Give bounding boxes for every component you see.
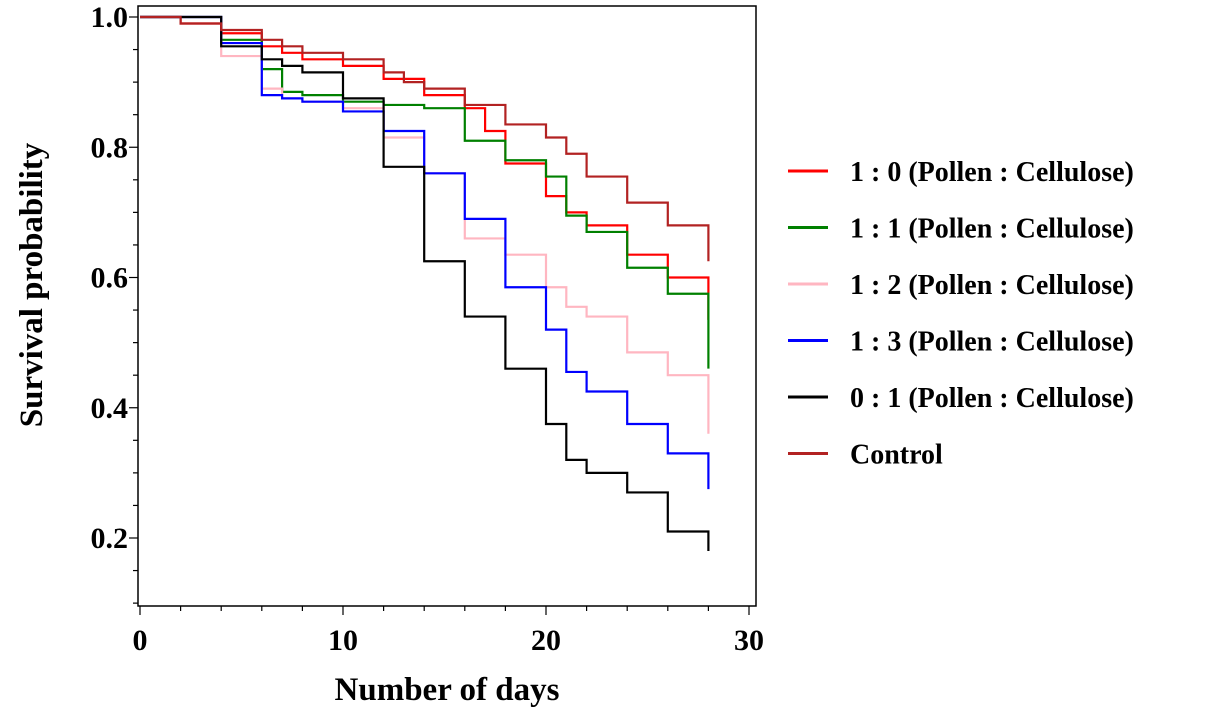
legend-label: Control	[850, 440, 943, 471]
y-tick-label: 0.6	[91, 262, 129, 295]
x-tick-label: 0	[133, 624, 148, 657]
legend-label: 1 : 1 (Pollen : Cellulose)	[850, 214, 1134, 245]
legend: 1 : 0 (Pollen : Cellulose) 1 : 1 (Pollen …	[788, 157, 1134, 471]
legend-label: 1 : 2 (Pollen : Cellulose)	[850, 270, 1134, 301]
legend-label: 0 : 1 (Pollen : Cellulose)	[850, 383, 1134, 414]
legend-label: 1 : 0 (Pollen : Cellulose)	[850, 157, 1134, 188]
y-tick-label: 1.0	[91, 1, 129, 34]
x-tick-label: 10	[328, 624, 358, 657]
series-line-6	[140, 15, 710, 262]
series-line-4	[140, 15, 710, 490]
y-tick-label: 0.2	[91, 522, 129, 555]
x-tick-label: 30	[734, 624, 764, 657]
x-axis: 0 10 20 30	[133, 606, 764, 657]
x-tick-label: 20	[531, 624, 561, 657]
y-axis: 0.2 0.4 0.6 0.8 1.0	[91, 1, 138, 604]
series-line-2	[140, 15, 710, 369]
plot-frame	[137, 5, 757, 607]
y-tick-label: 0.8	[91, 131, 129, 164]
x-axis-title: Number of days	[335, 672, 560, 708]
y-axis-title: Survival probability	[14, 142, 50, 427]
legend-label: 1 : 3 (Pollen : Cellulose)	[850, 327, 1134, 358]
series-layer	[140, 15, 710, 552]
y-tick-label: 0.4	[91, 392, 129, 425]
series-line-5	[140, 15, 710, 552]
